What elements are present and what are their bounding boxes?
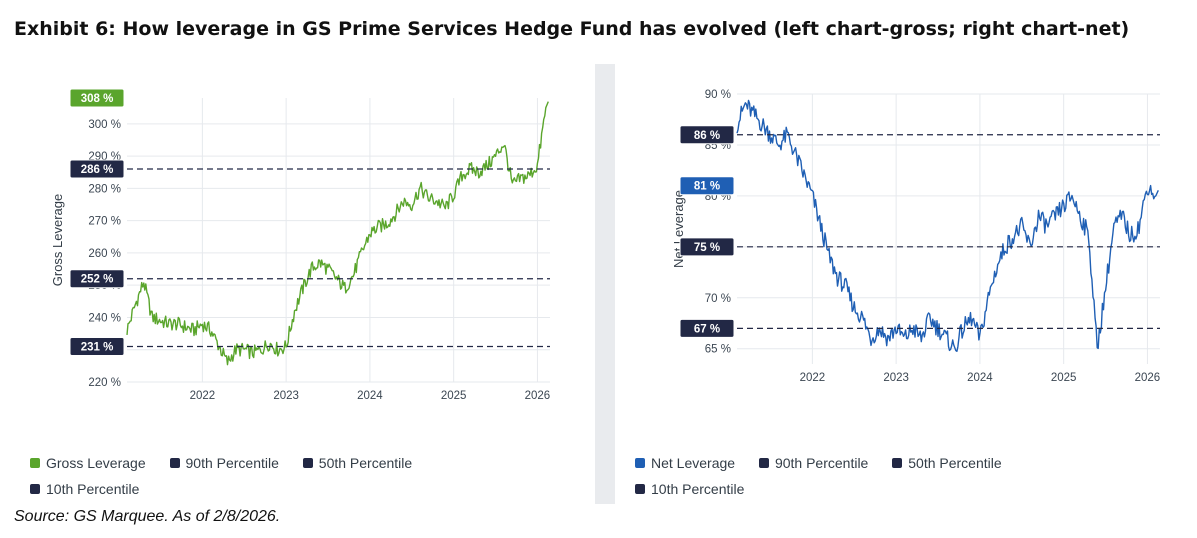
percentile-badge: 75 % [679, 237, 735, 257]
legend-label: 10th Percentile [651, 481, 745, 497]
percentile-swatch [169, 458, 180, 468]
percentile-badge-bg [679, 125, 735, 145]
gross-swatch [30, 458, 40, 468]
x-tick-label: 2025 [441, 390, 467, 402]
y-tick-label: 300 % [88, 119, 121, 131]
legend-item-90th[interactable]: 90th Percentile [169, 450, 279, 476]
latest-value-badge: 81 % [679, 176, 735, 196]
legend-label: Net Leverage [651, 455, 736, 471]
percentile-badge-bg [69, 337, 125, 356]
percentile-badge-text: 86 % [694, 130, 720, 142]
percentile-badge: 67 % [679, 318, 735, 338]
percentile-badge-text: 67 % [694, 323, 720, 335]
latest-value-badge-bg [69, 88, 125, 108]
latest-value-badge-text: 308 % [81, 93, 114, 105]
net-legend: Net Leverage 90th Percentile 50th Percen… [635, 450, 1195, 502]
gross-leverage-chart: 220 %230 %240 %250 %260 %270 %280 %290 %… [50, 88, 551, 402]
y-tick-label: 70 % [705, 293, 731, 305]
legend-item-gross-leverage[interactable]: Gross Leverage [30, 450, 146, 476]
legend-item-10th[interactable]: 10th Percentile [635, 476, 744, 502]
legend-item-50th[interactable]: 50th Percentile [302, 450, 413, 476]
panel-divider [595, 64, 615, 504]
legend-label: Gross Leverage [46, 455, 146, 471]
y-tick-label: 240 % [88, 312, 121, 324]
legend-label: 10th Percentile [46, 481, 140, 497]
y-tick-label: 260 % [88, 248, 121, 260]
y-axis-title: Gross Leverage [50, 194, 65, 287]
net-swatch [635, 458, 645, 468]
x-tick-label: 2024 [967, 372, 993, 384]
x-tick-label: 2026 [525, 390, 551, 402]
x-tick-label: 2026 [1135, 372, 1161, 384]
percentile-badge: 252 % [69, 269, 125, 289]
net-leverage-chart: 65 %70 %75 %80 %85 %90 %2022202320242025… [671, 89, 1161, 384]
x-tick-label: 2025 [1051, 372, 1077, 384]
y-tick-label: 280 % [88, 183, 121, 195]
percentile-badge-bg [679, 237, 735, 257]
x-tick-label: 2024 [357, 390, 383, 402]
percentile-badge-text: 231 % [81, 342, 114, 354]
x-tick-label: 2022 [800, 372, 826, 384]
legend-item-net-leverage[interactable]: Net Leverage [635, 450, 735, 476]
percentile-swatch [635, 484, 645, 494]
y-tick-label: 270 % [88, 216, 121, 228]
series-line [126, 101, 549, 366]
percentile-badge: 231 % [69, 337, 125, 356]
source-note: Source: GS Marquee. As of 2/8/2026. [14, 508, 281, 525]
percentile-badge: 286 % [69, 159, 125, 179]
legend-item-90th[interactable]: 90th Percentile [758, 450, 869, 476]
y-tick-label: 90 % [705, 89, 731, 101]
latest-value-badge: 308 % [69, 88, 125, 108]
series-line [736, 99, 1159, 352]
x-tick-label: 2023 [273, 390, 299, 402]
page-title: Exhibit 6: How leverage in GS Prime Serv… [14, 18, 1130, 40]
gross-leverage-panel: 220 %230 %240 %250 %260 %270 %280 %290 %… [10, 64, 595, 504]
legend-item-10th[interactable]: 10th Percentile [30, 476, 139, 502]
percentile-badge-bg [69, 159, 125, 179]
percentile-badge-text: 75 % [694, 242, 720, 254]
percentile-swatch [30, 484, 40, 494]
legend-label: 90th Percentile [774, 455, 869, 471]
percentile-badge-text: 286 % [81, 164, 114, 176]
latest-value-badge-bg [679, 176, 735, 196]
percentile-swatch [302, 458, 313, 468]
percentile-swatch [758, 458, 769, 468]
x-tick-label: 2023 [883, 372, 909, 384]
gross-legend: Gross Leverage 90th Percentile 50th Perc… [30, 450, 590, 502]
percentile-swatch [892, 458, 903, 468]
net-leverage-panel: 65 %70 %75 %80 %85 %90 %2022202320242025… [615, 64, 1197, 504]
legend-label: 90th Percentile [185, 455, 279, 471]
percentile-badge-bg [679, 318, 735, 338]
legend-label: 50th Percentile [318, 455, 413, 471]
y-tick-label: 220 % [88, 377, 121, 389]
percentile-badge: 86 % [679, 125, 735, 145]
y-tick-label: 65 % [705, 344, 731, 356]
latest-value-badge-text: 81 % [694, 181, 720, 193]
percentile-badge-text: 252 % [81, 274, 114, 286]
percentile-badge-bg [69, 269, 125, 289]
legend-label: 50th Percentile [908, 455, 1002, 471]
legend-item-50th[interactable]: 50th Percentile [892, 450, 1002, 476]
x-tick-label: 2022 [190, 390, 216, 402]
